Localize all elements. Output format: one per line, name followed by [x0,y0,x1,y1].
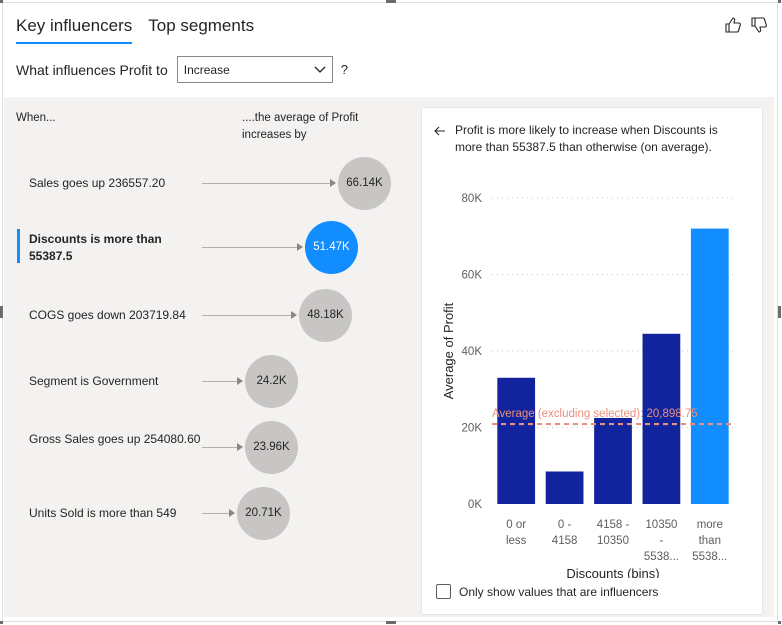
x-tick-label: less [506,535,527,547]
resize-handle-top-right[interactable] [778,0,781,3]
resize-handle-bottom-right[interactable] [778,621,781,624]
column-header-when: When... [16,112,56,124]
y-tick-label: 60K [462,270,483,282]
influencer-row[interactable]: Discounts is more than 55387.5 51.47K [4,219,409,274]
question-row: What influences Profit to Increase ? [16,56,348,83]
connector-line [202,183,330,184]
arrow-right-icon [229,509,235,517]
bar[interactable] [545,471,584,504]
x-tick-label: 10350 [597,535,629,547]
connector-line [202,447,237,448]
arrow-right-icon [330,179,336,187]
y-tick-label: 20K [462,423,483,435]
x-tick-label: 0 - [558,519,572,531]
y-tick-label: 40K [462,346,483,358]
influencers-only-option: Only show values that are influencers [436,584,658,599]
influencer-label: Segment is Government [29,374,159,388]
influencer-row[interactable]: Units Sold is more than 549 20.71K [4,485,409,540]
influencer-label: Discounts is more than 55387.5 [29,232,162,263]
x-tick-label: 0 or [506,519,526,531]
bar[interactable] [642,333,681,504]
resize-handle-right[interactable] [778,306,781,318]
arrow-right-icon [237,377,243,385]
influencer-value-bubble[interactable]: 23.96K [245,420,298,474]
arrow-right-icon [291,311,297,319]
bar[interactable] [594,417,632,504]
influencer-label: Units Sold is more than 549 [29,506,177,520]
influencer-label: COGS goes down 203719.84 [29,308,186,322]
influencers-only-checkbox[interactable] [436,584,451,599]
connector-line [202,381,237,382]
x-tick-label: 5538... [644,551,679,563]
chevron-down-icon [314,66,326,73]
x-tick-label: more [697,519,723,531]
influencer-value-bubble[interactable]: 24.2K [245,354,298,408]
x-tick-label: 4158 [552,535,578,547]
connector-line [202,315,291,316]
tab-key-influencers[interactable]: Key influencers [16,16,133,44]
resize-handle-top-left[interactable] [0,0,3,3]
back-arrow-icon[interactable] [434,125,446,137]
average-line-label: Average (excluding selected): 20,898.75 [492,408,698,420]
influencer-row[interactable]: COGS goes down 203719.84 48.18K [4,287,409,342]
discount-bins-chart: 0K 20K 40K 60K 80K 0 or less 0 - 4158 4158 - 10350… [441,193,734,578]
resize-handle-left[interactable] [0,306,3,318]
thumbs-down-icon[interactable] [750,16,768,39]
influencer-value-bubble[interactable]: 51.47K [305,220,358,274]
help-icon[interactable]: ? [340,62,348,77]
detail-panel: Profit is more likely to increase when D… [422,108,762,614]
arrow-right-icon [237,443,243,451]
x-tick-label: - [659,535,663,547]
connector-line [202,513,229,514]
detail-description: Profit is more likely to increase when D… [455,123,718,154]
influencer-value-bubble[interactable]: 66.14K [338,156,391,210]
x-tick-label: 4158 - [597,519,630,531]
influencer-value-bubble[interactable]: 48.18K [299,288,352,342]
connector-line [202,247,297,248]
resize-handle-bottom-left[interactable] [0,621,3,624]
influencer-label: Gross Sales goes up 254080.60 [29,432,201,446]
x-tick-label: 5538... [692,551,727,563]
resize-handle-bottom[interactable] [386,621,396,624]
question-prefix: What influences Profit to [16,61,168,78]
influencer-value-bubble[interactable]: 20.71K [237,486,290,540]
influencer-row[interactable]: Segment is Government 24.2K [4,353,409,408]
resize-handle-top[interactable] [386,0,396,3]
y-tick-label: 0K [468,499,482,511]
y-tick-label: 80K [462,193,483,205]
outcome-dropdown-value: Increase [183,62,230,77]
column-header-average: ....the average of Profit increases by [242,112,359,141]
x-tick-label: 10350 [645,519,677,531]
feedback-buttons [724,16,768,39]
influencers-only-label: Only show values that are influencers [459,584,659,599]
x-axis-title: Discounts (bins) [566,566,659,578]
influencer-label: Sales goes up 236557.20 [29,176,166,190]
bar[interactable] [497,377,536,504]
thumbs-up-icon[interactable] [724,16,742,39]
influencer-row[interactable]: Sales goes up 236557.20 66.14K [4,155,409,210]
tab-bar: Key influencers Top segments [16,16,254,44]
outcome-dropdown[interactable]: Increase [176,56,333,83]
y-axis-title: Average of Profit [441,302,456,399]
bar[interactable] [690,228,729,504]
influencer-row[interactable]: Gross Sales goes up 254080.60 23.96K [4,419,409,474]
tab-top-segments[interactable]: Top segments [148,16,255,35]
selected-indicator [17,229,20,263]
x-tick-label: than [699,535,721,547]
arrow-right-icon [297,243,303,251]
